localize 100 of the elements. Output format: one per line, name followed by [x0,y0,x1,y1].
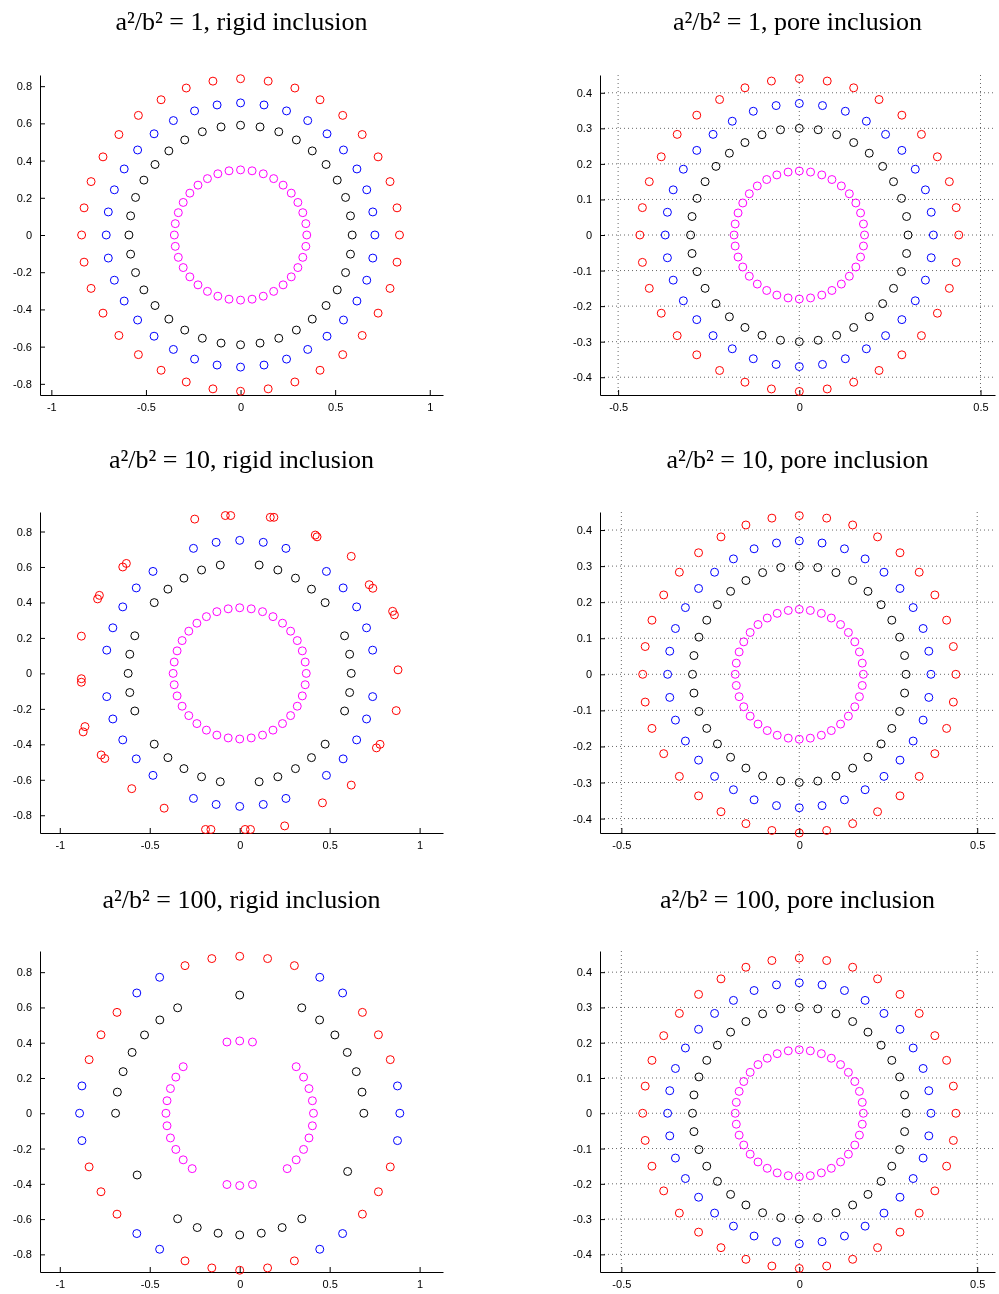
point [637,203,647,213]
point [291,1155,301,1165]
point [794,1002,804,1012]
point [836,719,846,729]
point [874,95,884,105]
point [307,314,317,324]
point [258,799,268,809]
point [274,127,284,137]
point [297,1214,307,1224]
point [208,76,218,86]
point [822,1261,832,1271]
point [878,299,888,309]
point [757,330,767,340]
y-tick-label: 0.4 [16,154,32,167]
point [710,567,720,577]
point [805,1046,815,1056]
point [77,230,87,240]
point [715,365,725,375]
point [767,1261,777,1271]
x-tick-label: 0 [796,400,803,413]
point [826,1053,836,1063]
point [794,123,804,133]
point [879,567,889,577]
point [767,513,777,523]
point [858,669,868,679]
point [849,322,859,332]
point [772,290,782,300]
point [216,338,226,348]
point [79,203,89,213]
point [848,962,858,972]
point [235,1036,245,1046]
point [178,1062,188,1072]
point [307,584,316,594]
point [843,1067,853,1077]
x-tick-label: 1 [427,400,434,413]
point [149,331,159,341]
point [813,563,823,573]
x-tick-label: -0.5 [612,1277,632,1290]
point [734,1086,744,1096]
point [278,719,288,729]
point [640,697,650,707]
point [297,1003,307,1013]
point [304,1133,314,1143]
point [832,130,842,140]
point [75,1108,85,1118]
point [873,532,883,542]
point [694,548,704,558]
point [772,1168,782,1178]
point [817,290,827,300]
point [190,514,200,524]
point [362,185,372,195]
point [712,739,722,749]
point [103,207,113,217]
point [301,219,311,229]
point [118,735,128,745]
y-tick-label: -0.8 [13,809,32,822]
point [212,730,222,740]
point [881,129,891,139]
point [269,512,279,522]
point [794,337,804,347]
x-tick-label: 0 [237,400,245,413]
point [375,739,385,749]
point [908,1043,918,1053]
point [213,291,223,301]
x-tick-label: -0.5 [609,400,629,413]
point [876,1176,886,1186]
point [848,1254,858,1264]
point [672,331,682,341]
point [900,1127,910,1137]
point [766,384,776,394]
point [101,230,111,240]
point [783,1046,793,1056]
point [670,1063,680,1073]
point [357,130,367,140]
point [169,680,179,690]
point [794,386,804,396]
point [876,739,886,749]
point [739,637,749,647]
point [860,230,870,240]
point [352,735,362,745]
point [370,230,380,240]
y-tick-label: -0.2 [573,740,592,753]
point [794,1045,804,1055]
point [133,145,143,155]
point [895,632,905,642]
point [702,1055,712,1065]
point [772,980,781,990]
point [831,568,841,578]
point [159,803,169,813]
point [851,198,861,208]
point [689,1127,699,1137]
y-tick-label: -0.4 [573,812,592,825]
point [694,1024,704,1034]
point [303,116,313,126]
point [813,1004,823,1014]
point [710,771,720,781]
point [235,951,245,961]
point [924,646,934,656]
point [944,177,954,187]
point [670,715,680,725]
